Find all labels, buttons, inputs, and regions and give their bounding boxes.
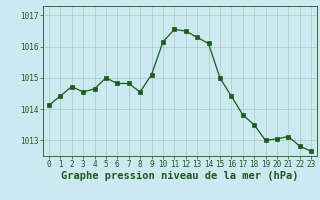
X-axis label: Graphe pression niveau de la mer (hPa): Graphe pression niveau de la mer (hPa) [61,171,299,181]
